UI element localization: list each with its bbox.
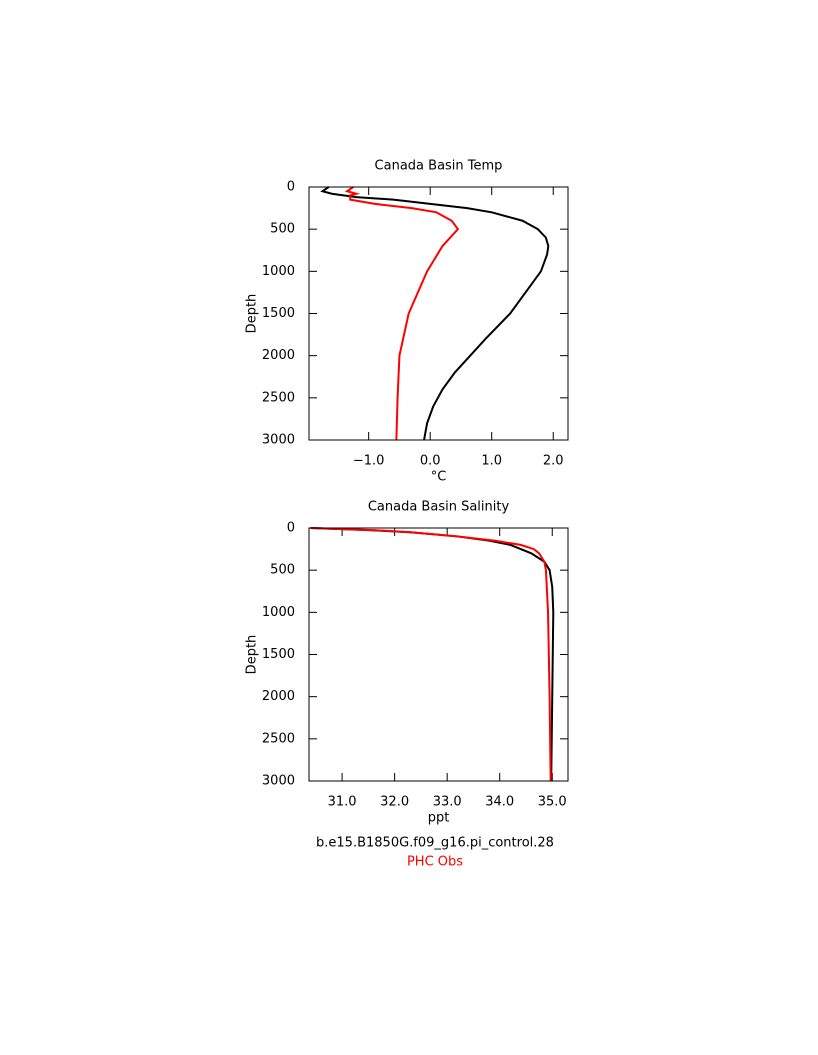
x-tick-label: 34.0 [485, 795, 514, 810]
x-tick-label: 0.0 [420, 454, 441, 469]
x-tick-label: −1.0 [353, 454, 385, 469]
y-tick-label: 500 [270, 222, 295, 237]
y-tick-label: 2500 [262, 390, 295, 405]
y-tick-label: 0 [287, 180, 295, 195]
data-line [320, 186, 550, 441]
y-axis-label: Depth [245, 635, 260, 675]
y-tick-label: 2000 [262, 689, 295, 704]
x-tick-label: 2.0 [543, 454, 564, 469]
data-line [310, 527, 552, 782]
y-tick-label: 2000 [262, 348, 295, 363]
legend-entry: b.e15.B1850G.f09_g16.pi_control.28 [316, 836, 554, 851]
plot-frame [308, 527, 569, 782]
chart-title: Canada Basin Temp [375, 159, 503, 174]
data-line [344, 186, 460, 441]
y-tick-label: 1000 [262, 264, 295, 279]
chart-title: Canada Basin Salinity [368, 500, 510, 515]
y-tick-label: 3000 [262, 433, 295, 448]
y-axis-label: Depth [245, 294, 260, 334]
data-line [310, 527, 555, 782]
y-tick-label: 0 [287, 521, 295, 536]
x-tick-label: 1.0 [481, 454, 502, 469]
legend-entry: PHC Obs [407, 855, 463, 870]
y-tick-label: 2500 [262, 731, 295, 746]
y-tick-label: 1500 [262, 306, 295, 321]
plot-frame [308, 186, 569, 441]
y-tick-label: 1000 [262, 605, 295, 620]
x-axis-label: °C [431, 470, 447, 485]
x-tick-label: 31.0 [328, 795, 357, 810]
x-tick-label: 33.0 [433, 795, 462, 810]
y-tick-label: 1500 [262, 647, 295, 662]
x-tick-label: 35.0 [538, 795, 567, 810]
x-tick-label: 32.0 [380, 795, 409, 810]
x-axis-label: ppt [428, 811, 450, 826]
y-tick-label: 3000 [262, 774, 295, 789]
y-tick-label: 500 [270, 563, 295, 578]
